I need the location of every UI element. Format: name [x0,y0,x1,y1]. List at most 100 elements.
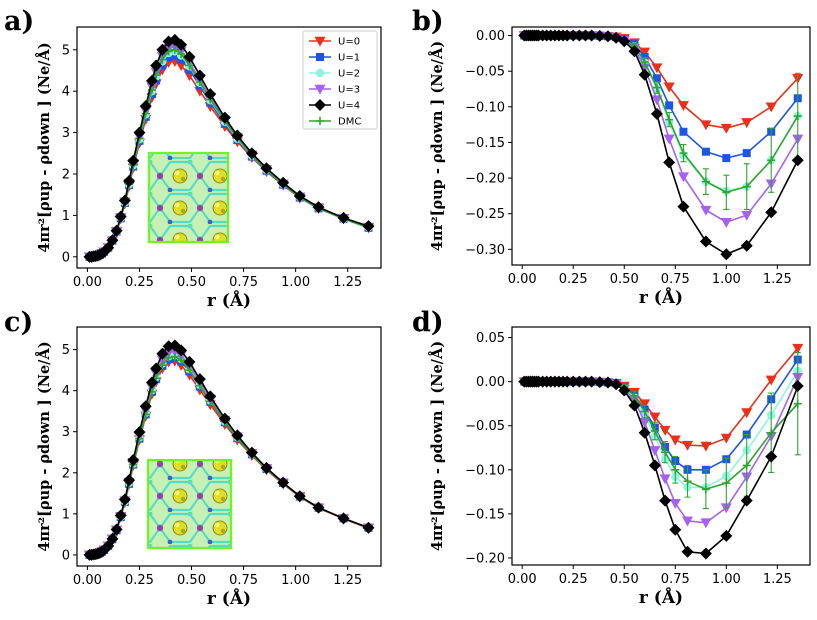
data-point [185,61,194,70]
y-axis-label: 4πr²[ρup - ρdown ] (Ne/Å) [35,42,53,252]
data-point [567,375,580,388]
data-point [682,516,694,527]
data-point [177,356,186,365]
data-point [123,474,136,487]
legend-entry: U=3 [309,85,360,96]
x-tick-label: 0.00 [508,272,537,287]
data-point [792,343,804,354]
series-line [524,370,799,489]
data-point [663,156,676,169]
y-axis-label: 4πr²[ρup - ρdown ] (Ne/Å) [428,341,446,551]
data-point [277,176,290,189]
data-point [579,375,592,388]
x-axis-label: r (Å) [639,586,683,608]
data-point [669,523,682,536]
data-point [700,441,712,452]
data-point [618,384,631,397]
data-point [118,493,131,506]
data-point [145,74,158,87]
data-point [601,30,614,43]
y-tick-label: −0.20 [465,551,505,566]
data-point [700,205,712,216]
data-point [630,391,639,400]
series-u4 [83,33,375,263]
data-point [362,521,375,534]
legend-label: U=1 [338,53,360,64]
data-point [110,523,123,536]
y-tick-label: 5 [62,343,70,358]
x-tick-label: 0.50 [177,573,206,588]
data-point [150,59,163,72]
y-tick-label: −0.05 [465,65,505,80]
data-point [561,29,574,42]
data-point [193,373,206,386]
legend-marker [314,84,326,95]
data-point [110,224,123,237]
data-point [742,149,751,158]
data-point [277,476,290,489]
y-tick-label: 0 [62,250,70,265]
panel-label-d: d) [412,307,444,338]
data-point [293,189,306,202]
x-tick-label: 0.00 [508,572,537,587]
data-point [114,509,127,522]
x-axis-label: r (Å) [207,587,251,609]
legend-entry: DMC [309,117,361,128]
data-point [740,239,753,252]
data-point [722,154,731,163]
y-tick-label: 3 [62,425,70,440]
y-tick-label: −0.15 [465,136,505,151]
data-point [765,206,778,219]
data-point [164,353,173,362]
panel-label-c: c) [4,307,33,338]
x-tick-label: 0.25 [559,272,588,287]
series-line [524,347,799,447]
data-point [651,95,663,106]
inset-structure-a [147,151,230,244]
data-point [573,375,586,388]
data-point [177,49,186,58]
data-point [585,375,598,388]
data-point [245,446,258,459]
y-tick-label: 0.00 [476,29,505,44]
data-point [175,38,188,51]
x-tick-label: 1.25 [333,573,362,588]
data-point [742,461,751,470]
legend-marker [315,68,325,78]
data-point [671,465,680,474]
x-tick-label: 1.00 [712,272,741,287]
data-point [561,375,574,388]
data-point [791,380,804,393]
x-tick-label: 0.50 [177,275,206,290]
data-point [648,459,661,472]
data-point [681,545,694,558]
data-point [661,448,670,457]
x-axis-label: r (Å) [639,286,683,308]
series-dmc [520,31,802,210]
data-point [669,435,681,446]
data-point [610,378,623,391]
data-point [204,88,217,101]
y-tick-label: 4 [62,384,70,399]
data-point [683,477,692,486]
data-point [593,376,606,389]
data-point [793,399,802,408]
data-point [767,428,776,437]
legend-marker [316,117,324,125]
data-point [139,100,152,113]
data-point [139,400,152,413]
data-point [793,112,802,121]
y-tick-label: 1 [62,507,70,522]
axes-frame-d [511,326,811,566]
data-point [699,235,712,248]
y-tick-label: −0.15 [465,507,505,522]
data-point [231,429,244,442]
data-point [700,120,712,131]
y-tick-label: 2 [62,168,70,183]
legend-label: U=2 [338,69,360,80]
data-point [204,390,217,403]
data-point [312,501,325,514]
plot-a: 0.00 0.25 0.50 0.75 1.00 1.25 0 1 2 3 4 5 r (Å) 4πr²[… [35,33,375,311]
data-point [231,129,244,142]
